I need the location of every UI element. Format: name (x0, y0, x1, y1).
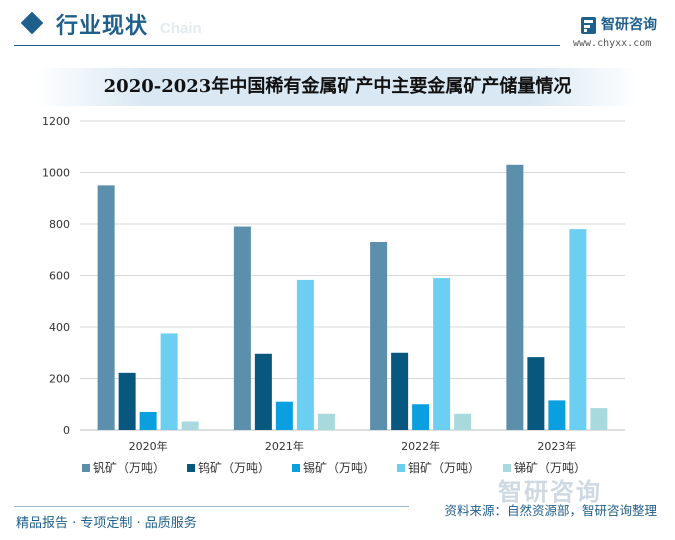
footer-divider (14, 506, 409, 507)
chart-title: 2020-2023年中国稀有金属矿产中主要金属矿产储量情况 (103, 76, 572, 97)
legend-label: 钼矿（万吨） (408, 461, 480, 475)
bar (317, 413, 335, 430)
legend-label: 锑矿（万吨） (514, 461, 586, 475)
footer-source: 资料来源：自然资源部，智研咨询整理 (444, 503, 657, 518)
bar (181, 421, 199, 430)
bar (506, 164, 524, 430)
y-tick-label: 200 (49, 373, 70, 386)
legend-swatch (292, 464, 300, 472)
y-tick-label: 400 (49, 321, 70, 334)
y-tick-label: 1200 (42, 115, 70, 128)
header-divider (14, 45, 560, 46)
brand-name: 智研咨询 (601, 17, 657, 33)
y-tick-label: 800 (49, 218, 70, 231)
bar (275, 401, 293, 430)
legend-label: 锡矿（万吨） (303, 460, 375, 475)
legend-swatch (503, 464, 511, 472)
x-tick-label: 2022年 (401, 439, 440, 453)
bar (433, 278, 451, 430)
x-tick-label: 2020年 (129, 439, 168, 453)
bar (118, 372, 136, 430)
bar (139, 411, 157, 430)
bar (97, 185, 115, 430)
watermark-text: 智研咨询 (498, 478, 602, 506)
legend-swatch (82, 464, 90, 472)
bar (296, 279, 314, 430)
header: 行业现状 Chain 智研咨询 www.chyxx.com (0, 0, 675, 56)
footer-tagline: 精品报告 · 专项定制 · 品质服务 (16, 516, 197, 531)
section-title: 行业现状 (56, 14, 149, 39)
bar (254, 353, 272, 430)
brand-url: www.chyxx.com (573, 38, 652, 49)
bar (527, 357, 545, 430)
bar (391, 352, 409, 430)
bar (233, 226, 251, 430)
brand-logo-icon (581, 17, 596, 34)
bar-chart: 0 200 400 600 800 1000 1200 2020年 2021年 2022年 2023… (42, 115, 625, 475)
x-tick-label: 2023年 (537, 439, 576, 453)
ghost-watermark-text: Chain (160, 20, 202, 37)
diamond-icon (20, 11, 44, 35)
y-tick-label: 1000 (42, 167, 70, 180)
legend-label: 钒矿（万吨） (93, 460, 165, 475)
legend-swatch (187, 464, 195, 472)
y-tick-label: 0 (63, 424, 70, 437)
bar (548, 400, 566, 430)
bar (412, 404, 430, 430)
x-tick-label: 2021年 (265, 439, 304, 453)
bar (160, 333, 178, 430)
bar (590, 408, 608, 430)
y-tick-label: 600 (49, 270, 70, 283)
legend-swatch (397, 464, 405, 472)
bar (454, 413, 472, 430)
bar (569, 229, 587, 430)
legend-label: 钨矿（万吨） (198, 460, 270, 475)
bar (370, 242, 388, 430)
title-band (36, 68, 639, 106)
